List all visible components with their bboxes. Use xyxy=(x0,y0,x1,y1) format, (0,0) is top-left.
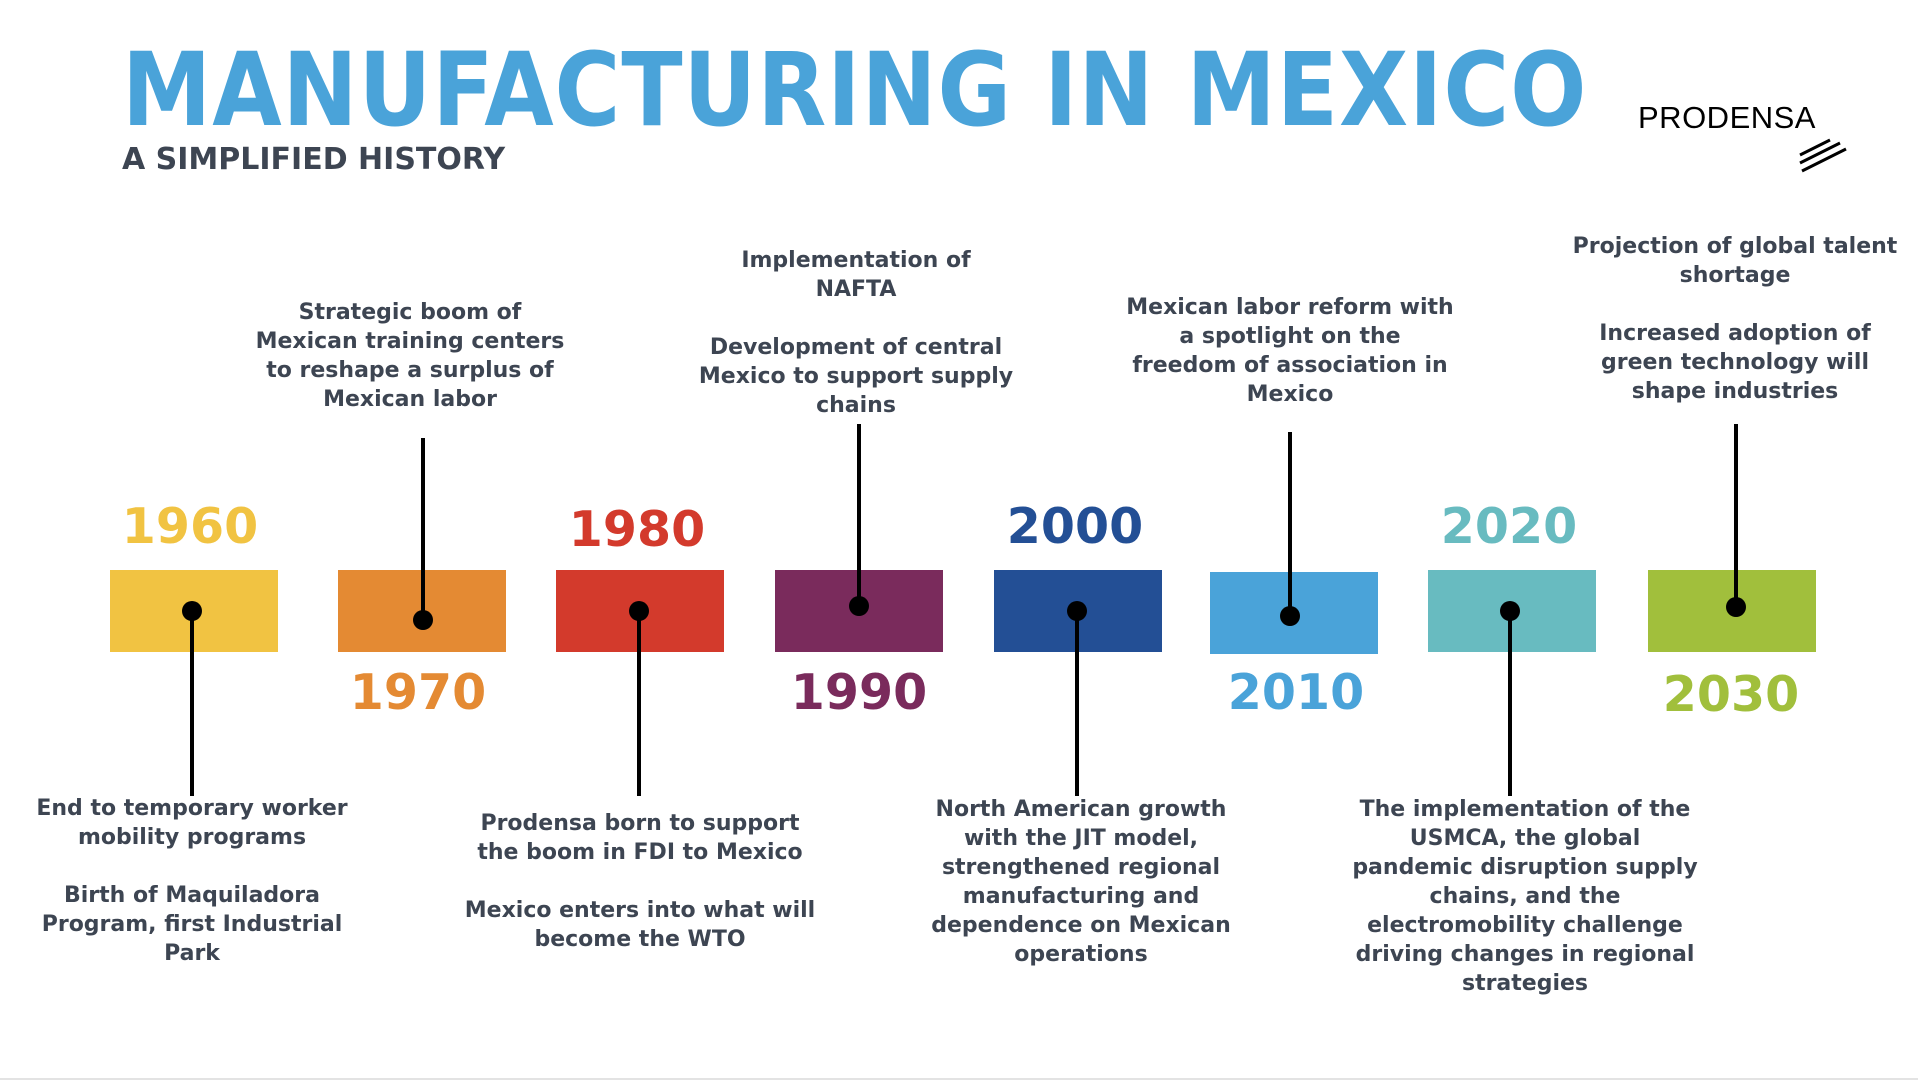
year-label-1990: 1990 xyxy=(790,664,928,721)
year-label-1960: 1960 xyxy=(121,498,259,555)
timeline-dot-1970 xyxy=(413,610,433,630)
page-subtitle: A SIMPLIFIED HISTORY xyxy=(122,142,506,177)
year-label-2010: 2010 xyxy=(1227,664,1365,721)
year-label-2030: 2030 xyxy=(1662,666,1800,723)
year-label-2000: 2000 xyxy=(1006,498,1144,555)
logo-stripes-icon xyxy=(1799,138,1847,173)
timeline-dot-2010 xyxy=(1280,606,1300,626)
connector-line-1990 xyxy=(857,424,861,606)
event-description-1990: Implementation of NAFTA Development of c… xyxy=(698,248,1014,418)
event-description-2030: Projection of global talent shortage Inc… xyxy=(1572,234,1898,404)
event-description-2000: North American growth with the JIT model… xyxy=(931,797,1231,967)
connector-line-2020 xyxy=(1508,611,1512,796)
event-description-2020: The implementation of the USMCA, the glo… xyxy=(1352,797,1698,996)
event-description-2010: Mexican labor reform with a spotlight on… xyxy=(1126,295,1454,407)
connector-line-2000 xyxy=(1075,611,1079,796)
timeline-dot-1990 xyxy=(849,596,869,616)
timeline-dot-1960 xyxy=(182,601,202,621)
year-label-2020: 2020 xyxy=(1440,498,1578,555)
event-description-1960: End to temporary worker mobility program… xyxy=(36,796,348,966)
page-title: MANUFACTURING IN MEXICO xyxy=(122,31,1588,150)
connector-line-2030 xyxy=(1734,424,1738,607)
timeline-dot-2030 xyxy=(1726,597,1746,617)
event-description-1970: Strategic boom of Mexican training cente… xyxy=(255,300,565,412)
connector-line-1970 xyxy=(421,438,425,620)
logo-text: PRODENSA xyxy=(1638,100,1816,135)
year-label-1970: 1970 xyxy=(349,664,487,721)
prodensa-logo: PRODENSA xyxy=(1638,100,1848,175)
timeline-dot-1980 xyxy=(629,601,649,621)
connector-line-2010 xyxy=(1288,432,1292,616)
timeline-dot-2020 xyxy=(1500,601,1520,621)
footer-divider xyxy=(0,1078,1918,1080)
connector-line-1960 xyxy=(190,611,194,796)
timeline-dot-2000 xyxy=(1067,601,1087,621)
event-description-1980: Prodensa born to support the boom in FDI… xyxy=(464,811,816,952)
year-label-1980: 1980 xyxy=(568,501,706,558)
connector-line-1980 xyxy=(637,611,641,796)
